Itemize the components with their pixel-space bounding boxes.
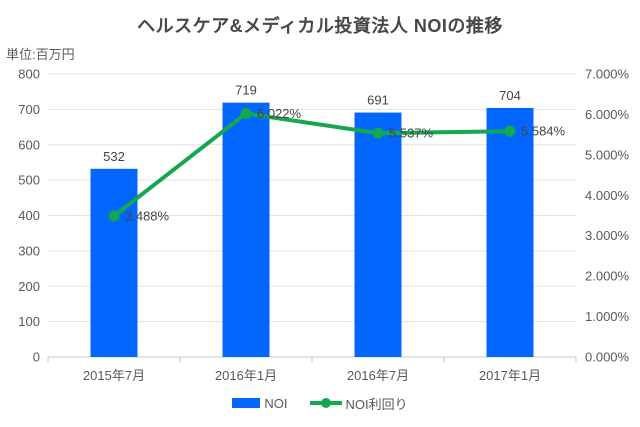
- yield-value-label: 5.537%: [389, 126, 434, 141]
- right-axis-label: 4.000%: [585, 188, 630, 203]
- yield-value-label: 5.584%: [521, 124, 566, 139]
- yield-point-1: [240, 108, 252, 120]
- yield-point-0: [108, 210, 120, 222]
- right-axis-label: 7.000%: [585, 67, 630, 82]
- x-axis-label: 2016年1月: [215, 368, 277, 383]
- yield-line: [112, 111, 512, 218]
- yield-point-2: [372, 127, 384, 139]
- legend-label-yield: NOI利回り: [345, 396, 408, 412]
- left-axis-label: 200: [18, 279, 40, 294]
- right-axis-label: 2.000%: [585, 269, 630, 284]
- left-axis-label: 0: [33, 350, 40, 365]
- left-axis-label: 600: [18, 137, 40, 152]
- left-axis-label: 400: [18, 208, 40, 223]
- left-axis-label: 800: [18, 67, 40, 82]
- legend: NOI NOI利回り: [0, 391, 640, 415]
- left-axis-label: 100: [18, 314, 40, 329]
- unit-label: 単位:百万円: [6, 47, 75, 62]
- x-axis-label: 2016年7月: [347, 368, 409, 383]
- x-axis-label: 2017年1月: [479, 368, 541, 383]
- right-axis-label: 5.000%: [585, 147, 630, 162]
- yield-value-label: 6.022%: [257, 106, 302, 121]
- bar-value-label: 704: [499, 88, 521, 103]
- left-axis-label: 700: [18, 102, 40, 117]
- noi-bar-swatch: [232, 398, 261, 408]
- legend-item-yield: NOI利回り: [309, 394, 408, 413]
- right-axis-label: 1.000%: [585, 309, 630, 324]
- x-axis-label: 2015年7月: [83, 368, 145, 383]
- bar-noi-3: [486, 107, 534, 358]
- right-axis-label: 0.000%: [585, 350, 630, 365]
- right-axis-label: 6.000%: [585, 107, 630, 122]
- bar-noi-2: [354, 112, 402, 357]
- bar-value-label: 691: [367, 93, 389, 108]
- legend-item-noi: NOI: [232, 395, 288, 411]
- yield-point-3: [504, 125, 516, 137]
- yield-line-swatch: [309, 398, 342, 408]
- left-axis-label: 500: [18, 173, 40, 188]
- bar-value-label: 532: [103, 149, 125, 164]
- yield-value-label: 3.488%: [125, 208, 170, 223]
- bar-noi-1: [222, 102, 270, 357]
- right-axis-label: 3.000%: [585, 228, 630, 243]
- left-axis-label: 300: [18, 243, 40, 258]
- yield-marker-swatch: [320, 398, 331, 408]
- bar-value-label: 719: [235, 83, 257, 98]
- legend-label-noi: NOI: [264, 395, 288, 411]
- chart-title: ヘルスケア&メディカル投資法人 NOIの推移: [137, 16, 503, 36]
- bar-noi-0: [90, 168, 138, 357]
